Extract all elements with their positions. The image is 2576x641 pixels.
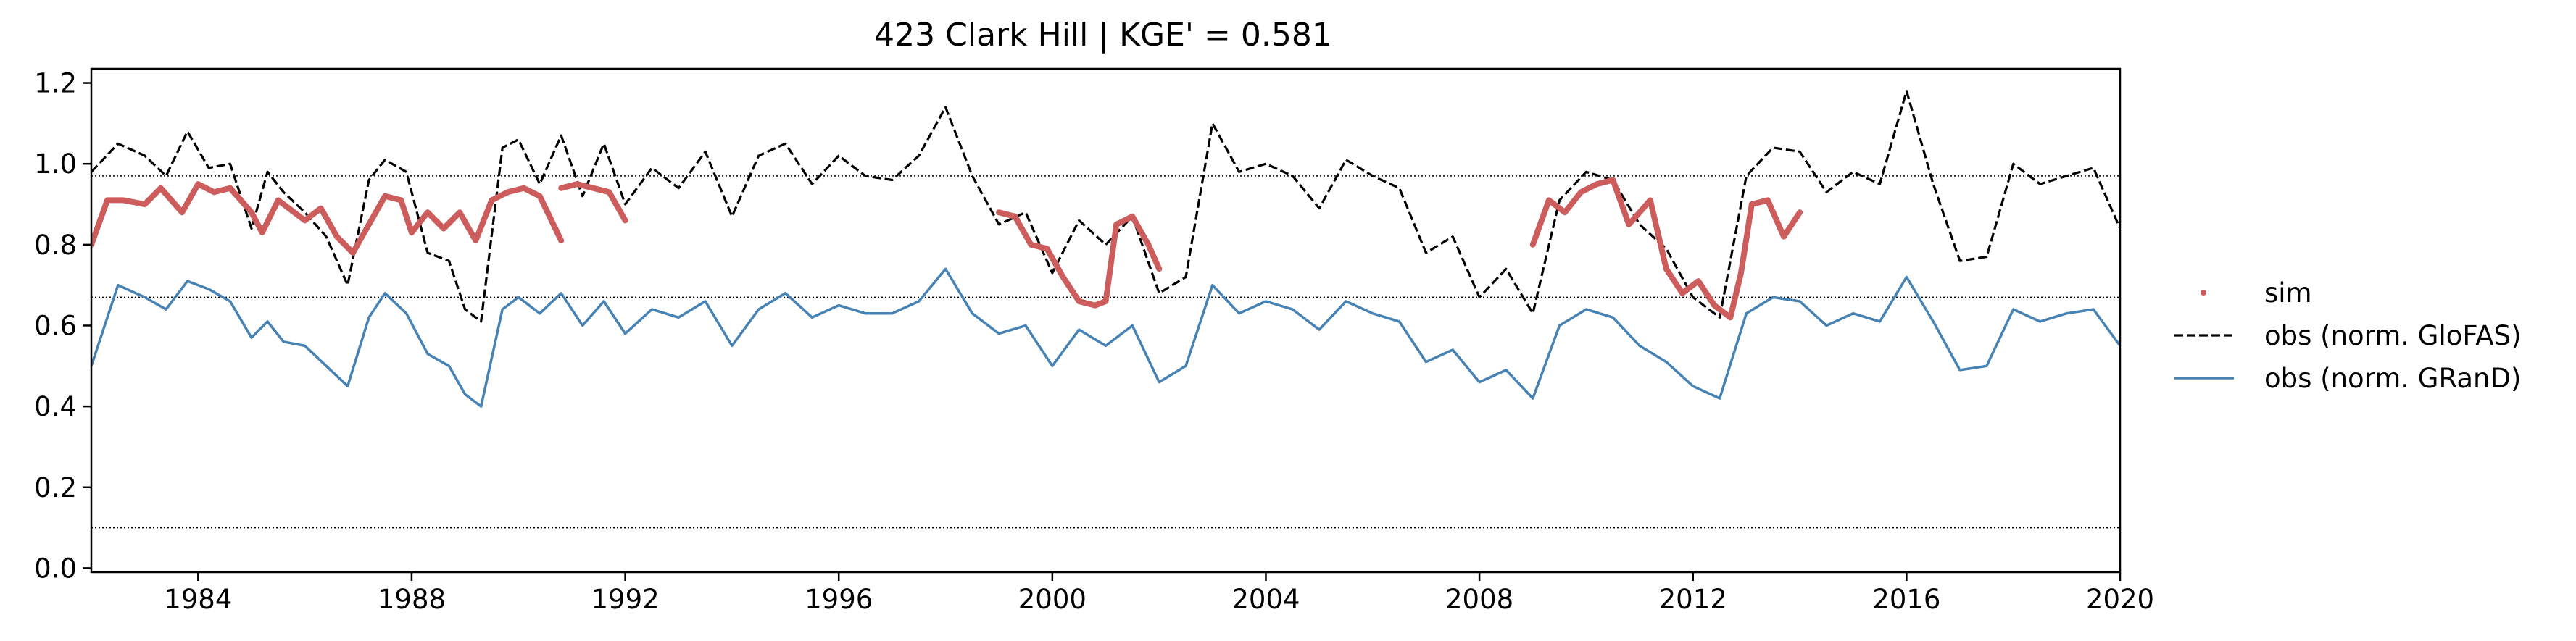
y-tick-label: 0.2: [34, 472, 77, 503]
series-line-sim-segment: [91, 181, 565, 256]
x-tick-label: 2012: [1659, 584, 1727, 615]
legend-marker-sim: [2201, 290, 2206, 296]
y-tick-label: 0.4: [34, 391, 77, 422]
legend: sim obs (norm. GloFAS) obs (norm. GRanD): [2174, 277, 2522, 394]
series-line-sim-segment: [1529, 177, 1803, 321]
y-tick-label: 1.0: [34, 148, 77, 180]
x-tick-label: 1988: [378, 584, 446, 615]
x-tick-label: 2008: [1445, 584, 1513, 615]
y-tick-label: 0.0: [34, 553, 77, 584]
series-line-sim-segment: [558, 181, 628, 224]
y-tick-label: 0.8: [34, 230, 77, 261]
series-line-sim-segment: [996, 209, 1163, 309]
x-tick-label: 2000: [1018, 584, 1087, 615]
x-tick-label: 1992: [591, 584, 659, 615]
x-tick-label: 1996: [805, 584, 873, 615]
chart-title: 423 Clark Hill | KGE' = 0.581: [874, 17, 1332, 54]
axes-frame: [90, 67, 2122, 574]
x-tick-label: 2004: [1231, 584, 1300, 615]
series-line-grand: [91, 267, 2120, 408]
x-tick-label: 1984: [164, 584, 232, 615]
series-group: [91, 90, 2120, 408]
x-tick-label: 2016: [1872, 584, 1940, 615]
legend-label: sim: [2264, 277, 2312, 309]
y-tick-label: 1.2: [34, 68, 77, 99]
legend-label: obs (norm. GloFAS): [2264, 320, 2522, 351]
legend-label: obs (norm. GRanD): [2264, 363, 2521, 394]
plot-area: 1984 1988 1992 1996 2000 2004 2008 2012 2016 2020…: [34, 68, 2154, 615]
y-tick-label: 0.6: [34, 310, 77, 341]
x-tick-label: 2020: [2086, 584, 2154, 615]
